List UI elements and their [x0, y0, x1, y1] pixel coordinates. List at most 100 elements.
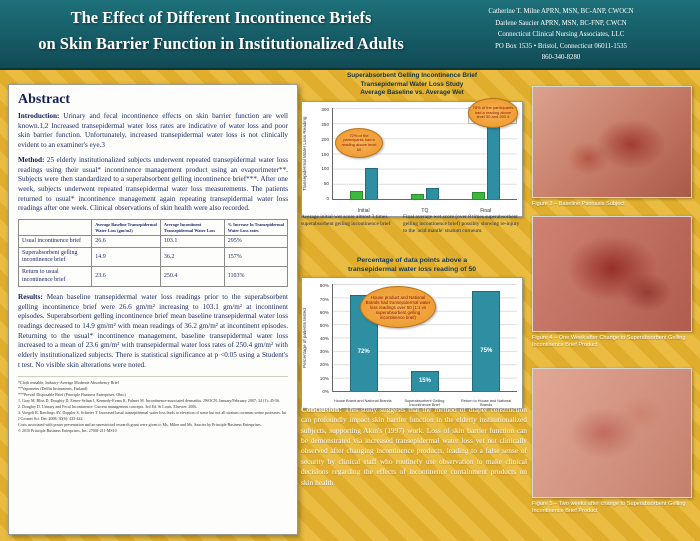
table-header-baseline: Average Baseline Transepidermal Water Lo…: [91, 219, 161, 236]
bar-group-tq: [410, 108, 439, 199]
chart1-title-line-2: Transepidermal Water Loss Study: [360, 80, 464, 88]
cell-increase: 1103%: [223, 266, 289, 287]
cell-incontinent: 250.4: [159, 266, 225, 287]
twl-study-chart: Superabsorbent Gelling Incontinence Brie…: [301, 72, 523, 217]
y-tick: 50%: [319, 322, 329, 328]
chart2-title-line-1: Percentage of data points above a: [356, 257, 468, 264]
introduction-paragraph: Introduction: Urinary and fecal incontin…: [18, 112, 288, 151]
footnote: 1. Gray M, Bliss D, Doughty D, Ermer-Sel…: [18, 397, 281, 403]
bar-final-wet: [487, 122, 501, 199]
chart1-x-labels: Initial TQ Final: [332, 208, 517, 214]
chart1-plot-frame: Transepidermal Water Loss Reading 300 25…: [301, 97, 523, 217]
y-tick: 0%: [322, 388, 329, 394]
footnote: **Vapometer (Delfin Instruments, Finland…: [18, 385, 88, 391]
x-label-return: Return to House and National Brands: [461, 399, 512, 408]
results-table: Average Baseline Transepidermal Water Lo…: [17, 219, 289, 287]
y-tick: 10%: [319, 375, 329, 381]
table-header-blank: [17, 219, 93, 236]
figure-4-photo: [532, 216, 692, 332]
conclusion-label: Conclusion:: [301, 405, 342, 414]
cell-baseline: 14.9: [91, 247, 161, 268]
table-header-increase: % Increase In Transepidermal Water Loss …: [223, 219, 289, 236]
bar-value-label: 72%: [357, 349, 370, 356]
y-tick: 250: [321, 121, 329, 127]
x-label-tq: TQ: [421, 207, 429, 214]
figure-5: Figure 5 – Two weeks after change to Sup…: [532, 368, 692, 516]
author-line-3: Connecticut Clinical Nursing Associates,…: [497, 31, 625, 39]
table-header-row: Average Baseline Transepidermal Water Lo…: [17, 219, 289, 236]
figure-5-caption: Figure 5 – Two weeks after change to Sup…: [532, 501, 686, 515]
chart2-title-line-2: transepidermal water loss reading of 50: [347, 266, 477, 274]
y-tick: 80%: [319, 283, 329, 289]
chart1-title-line-3: Average Baseline vs. Average Wet: [360, 89, 464, 97]
footnote: 3. Voegeli R, Rawlings AV, Doppler S, Sc…: [18, 409, 287, 421]
chart2-plot-frame: Percentage of patients tested 80% 70% 60…: [301, 277, 523, 410]
method-text: 25 elderly institutionalized subjects un…: [18, 155, 288, 213]
chart1-title: Superabsorbent Gelling Incontinence Brie…: [301, 72, 523, 98]
annotation-initial-wet: Average initial wet score almost 3 times…: [301, 214, 391, 228]
y-tick: 300: [321, 106, 329, 112]
chart2-title: Percentage of data points above a transe…: [301, 256, 523, 274]
bar-return-house: 75%: [472, 291, 501, 392]
y-tick: 0: [326, 196, 329, 202]
y-tick: 200: [321, 136, 329, 142]
bar-group-initial: [349, 108, 378, 199]
bar-group-final: [472, 108, 501, 199]
chart1-y-ticks: 300 250 200 150 100 50 0: [311, 106, 329, 202]
cell-baseline: 23.6: [91, 266, 161, 287]
chart2-y-axis-label: Percentage of patients tested: [302, 308, 307, 369]
chart2-x-labels: House Brand and National Brands Superabs…: [332, 399, 517, 407]
conclusion-section: Conclusion: This study suggests that the…: [301, 404, 527, 488]
figure-5-photo: [532, 368, 692, 498]
y-tick: 50: [323, 181, 329, 187]
figure-3: Figure 3 – Baseline Psoriasis Subject: [532, 86, 692, 208]
table-row: Return to usual incontinence brief 23.6 …: [17, 266, 289, 287]
x-label-house: House Brand and National Brands: [334, 399, 392, 403]
bar-superabsorbent: 15%: [410, 371, 439, 392]
method-paragraph: Method: 25 elderly institutionalized sub…: [18, 156, 288, 214]
footnote: ***Prevail Disposable Brief (Principle B…: [18, 391, 126, 397]
introduction-label: Introduction:: [18, 112, 60, 120]
y-tick: 60%: [319, 309, 329, 315]
y-tick: 150: [321, 151, 329, 157]
cell-increase: 295%: [223, 234, 289, 249]
chart2-y-ticks: 80% 70% 60% 50% 40% 30% 20% 10% 0%: [311, 282, 329, 394]
title-line-1: The Effect of Different Incontinence Bri…: [70, 8, 372, 27]
y-tick: 30%: [319, 349, 329, 355]
footnote: *Cloth reusable, Industry-Average Modera…: [18, 379, 119, 385]
bar-tq-wet: [425, 187, 439, 199]
abstract-heading: Abstract: [18, 92, 71, 107]
author-line-2: Darlene Saucier APRN, MSN, BC-FNP, CWCN: [495, 19, 627, 27]
method-label: Method:: [18, 155, 45, 164]
chart1-callout-right: 75% of the participants had a reading ab…: [468, 97, 518, 128]
figure-4-caption: Figure 4 – One Week after Change to Supe…: [532, 335, 686, 349]
cell-increase: 157%: [223, 247, 289, 268]
chart1-title-line-1: Superabsorbent Gelling Incontinence Brie…: [347, 72, 477, 79]
poster-title: The Effect of Different Incontinence Bri…: [6, 5, 436, 56]
x-label-final: Final: [480, 207, 492, 214]
author-line-4: PO Box 1535 • Bristol, Connecticut 06011…: [495, 42, 627, 50]
y-tick: 100: [321, 166, 329, 172]
footnote: © 2010 Principle Business Enterprises, I…: [18, 427, 117, 433]
bar-final-baseline: [472, 191, 486, 199]
author-line-5: 860-340-8280: [541, 54, 581, 62]
bar-value-label: 15%: [418, 378, 431, 385]
cell-incontinent: 103.1: [159, 234, 225, 249]
bar-tq-baseline: [410, 194, 424, 199]
annotation-final-wet: Final average wet score (over 8 times su…: [403, 214, 520, 235]
table-row: Usual incontinence brief 26.6 103.1 295%: [17, 234, 289, 249]
results-label: Results:: [18, 292, 43, 301]
figure-4: Figure 4 – One Week after Change to Supe…: [532, 216, 692, 350]
chart2-callout: House product and National Brands had tr…: [360, 286, 436, 329]
table-row: Superabsorbent gelling incontinence brie…: [17, 247, 289, 268]
author-line-1: Catherine T. Milne APRN, MSN, BC-ANP, CW…: [488, 8, 634, 15]
bar-initial-wet: [364, 167, 378, 199]
table-header-incontinent: Average Incontinent Transepidermal Water…: [159, 219, 225, 236]
x-label-initial: Initial: [357, 207, 370, 214]
chart1-y-axis-label: Transepidermal Water Loss Reading: [302, 116, 307, 192]
cell-incontinent: 36.2: [159, 247, 225, 268]
bar-value-label: 75%: [480, 347, 493, 354]
conclusion-text: This study suggests that the method of d…: [301, 405, 528, 487]
footnote: Costs associated with poster presentatio…: [18, 421, 262, 427]
